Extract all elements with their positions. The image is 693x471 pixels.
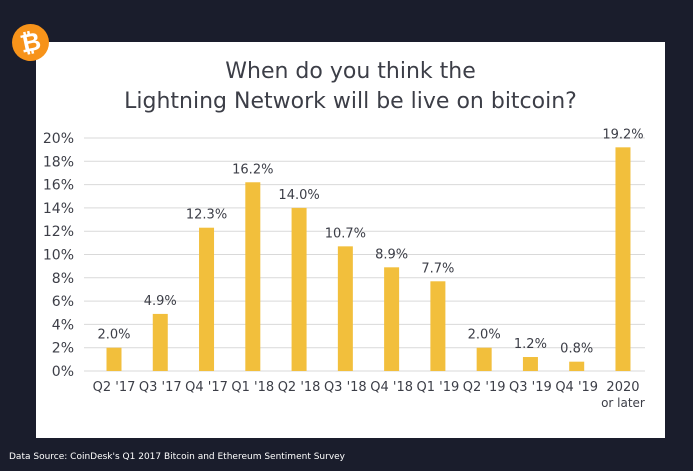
x-tick-label: Q4 '19 [555,380,598,395]
y-tick-label: 6% [52,294,74,310]
data-label: 0.8% [560,342,593,357]
x-tick-label: Q2 '18 [278,380,321,395]
x-tick-label: Q2 '19 [463,380,506,395]
y-tick-label: 14% [43,201,74,217]
y-tick-label: 18% [43,154,74,170]
data-label: 10.7% [325,226,366,241]
bitcoin-logo-glyph: ₿ [17,26,44,59]
y-tick-label: 10% [43,248,74,264]
data-label: 16.2% [232,162,273,177]
data-source-note: Data Source: CoinDesk's Q1 2017 Bitcoin … [9,452,346,462]
x-tick-label: Q2 '17 [93,380,136,395]
data-label: 8.9% [375,247,408,262]
bar [430,281,446,371]
y-tick-label: 8% [52,271,74,287]
y-tick-label: 16% [43,178,74,194]
data-label: 2.0% [97,328,130,343]
data-label: 12.3% [186,208,227,223]
chart-card [36,42,665,438]
bar [522,357,538,371]
bar [476,347,492,371]
bar [291,207,307,371]
x-tick-label-sub: or later [601,396,645,410]
data-label: 4.9% [144,294,177,309]
x-tick-label: Q3 '19 [509,380,552,395]
chart-title: When do you think the Lightning Network … [36,57,665,117]
bar [245,182,261,371]
data-label: 14.0% [278,188,319,203]
y-tick-label: 0% [52,364,74,380]
y-tick-label: 12% [43,224,74,240]
chart-title-line-2: Lightning Network will be live on bitcoi… [124,89,577,114]
data-label: 2.0% [468,328,501,343]
x-tick-label: Q4 '18 [370,380,413,395]
x-tick-label: Q1 '19 [417,380,460,395]
y-tick-label: 2% [52,341,74,357]
x-tick-label: Q1 '18 [231,380,274,395]
y-tick-label: 4% [52,317,74,333]
chart-title-line-1: When do you think the [225,59,476,84]
bar [199,227,215,371]
x-tick-label: Q3 '17 [139,380,182,395]
x-tick-label: Q4 '17 [185,380,228,395]
x-tick-label: Q3 '18 [324,380,367,395]
bar [106,347,122,371]
bar [337,246,353,371]
y-tick-label: 20% [43,131,74,147]
bar [384,267,400,371]
data-label: 1.2% [514,337,547,352]
x-tick-label: 2020 [606,380,639,395]
bar [152,313,168,371]
data-label: 7.7% [421,261,454,276]
bar [615,147,631,371]
bar [569,361,585,371]
data-label: 19.2% [602,127,643,142]
